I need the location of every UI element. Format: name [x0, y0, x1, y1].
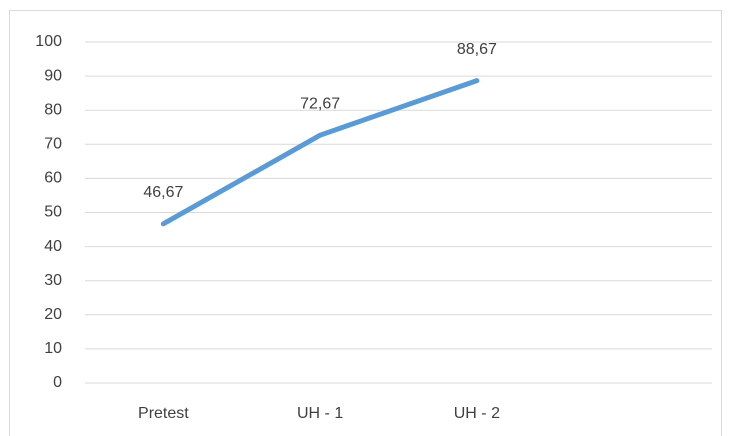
data-label: 88,67: [457, 41, 497, 58]
x-tick-label: UH - 1: [297, 405, 343, 422]
y-tick-label: 60: [44, 170, 62, 187]
y-tick-label: 100: [35, 33, 62, 50]
y-tick-label: 40: [44, 238, 62, 255]
x-tick-label: Pretest: [138, 405, 189, 422]
y-tick-label: 90: [44, 67, 62, 84]
data-label: 46,67: [143, 184, 183, 201]
x-tick-label: UH - 2: [454, 405, 500, 422]
y-tick-label: 80: [44, 101, 62, 118]
line-series: [160, 78, 480, 227]
y-tick-label: 50: [44, 204, 62, 221]
y-tick-label: 70: [44, 136, 62, 153]
y-tick-label: 30: [44, 272, 62, 289]
data-label: 72,67: [300, 95, 340, 112]
y-tick-label: 0: [53, 374, 62, 391]
y-tick-label: 10: [44, 340, 62, 357]
y-tick-label: 20: [44, 306, 62, 323]
chart-frame: [9, 10, 722, 436]
